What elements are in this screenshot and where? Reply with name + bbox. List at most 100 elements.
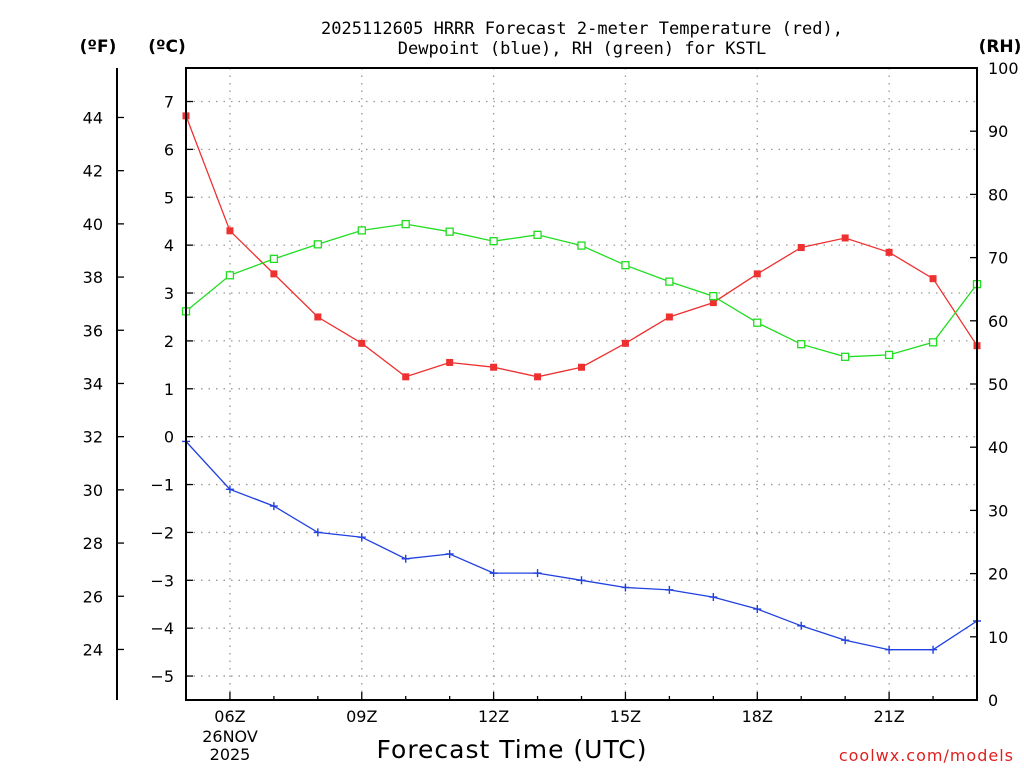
2-meter-temperature-point xyxy=(841,234,849,242)
date-label-year: 2025 xyxy=(210,745,251,764)
dewpoint-point xyxy=(885,645,894,654)
rh-point xyxy=(753,318,762,327)
rh-point xyxy=(313,240,322,249)
dewpoint-point xyxy=(709,593,718,602)
rh-unit-label: (RH) xyxy=(979,37,1022,57)
fahrenheit-tick-label: 34 xyxy=(83,374,103,393)
fahrenheit-tick-label: 32 xyxy=(83,428,103,447)
dewpoint-point xyxy=(445,549,454,558)
2-meter-temperature-point xyxy=(226,227,234,235)
rh-point xyxy=(665,277,674,286)
2-meter-temperature-point xyxy=(621,339,629,347)
rh-point xyxy=(357,226,366,235)
fahrenheit-tick-label: 24 xyxy=(83,640,103,659)
dewpoint-point xyxy=(313,528,322,537)
celsius-tick-label: 0 xyxy=(164,428,174,447)
2-meter-temperature-point xyxy=(490,363,498,371)
fahrenheit-tick-label: 26 xyxy=(83,587,103,606)
dewpoint-point xyxy=(621,583,630,592)
celsius-unit-label: (ºC) xyxy=(148,37,186,57)
x-tick-label: 06Z xyxy=(214,707,245,726)
celsius-tick-label: 5 xyxy=(164,188,174,207)
celsius-tick-label: −1 xyxy=(150,476,174,495)
rh-point xyxy=(928,338,938,347)
2-meter-temperature-point xyxy=(314,313,322,321)
dewpoint-point xyxy=(841,636,850,645)
rh-point xyxy=(533,230,542,239)
2-meter-temperature-point xyxy=(885,248,893,256)
dewpoint-line xyxy=(185,441,978,651)
fahrenheit-tick-label: 36 xyxy=(83,321,103,340)
chart-title-line1: 2025112605 HRRR Forecast 2-meter Tempera… xyxy=(321,19,843,39)
axes: −5−4−3−2−1012345672426283032343638404244… xyxy=(83,59,1019,726)
2-meter-temperature-point xyxy=(665,313,673,321)
rh-tick-label: 30 xyxy=(988,501,1008,520)
2-meter-temperature-point xyxy=(270,270,278,278)
celsius-tick-label: 6 xyxy=(164,140,174,159)
rh-point xyxy=(445,227,454,236)
celsius-tick-label: −4 xyxy=(150,619,174,638)
rh-tick-label: 40 xyxy=(988,438,1008,457)
celsius-tick-label: −2 xyxy=(150,523,174,542)
fahrenheit-tick-label: 44 xyxy=(83,108,103,127)
fahrenheit-tick-label: 28 xyxy=(83,534,103,553)
fahrenheit-unit-label: (ºF) xyxy=(80,37,117,57)
x-axis-title: Forecast Time (UTC) xyxy=(377,735,648,764)
celsius-tick-label: −3 xyxy=(150,571,174,590)
rh-tick-label: 70 xyxy=(988,249,1008,268)
dewpoint-point xyxy=(929,645,938,654)
x-tick-label: 21Z xyxy=(873,707,904,726)
series-layer xyxy=(181,112,982,654)
rh-point xyxy=(489,237,498,246)
x-tick-label: 12Z xyxy=(478,707,509,726)
rh-point xyxy=(401,219,410,229)
celsius-tick-label: 1 xyxy=(164,380,174,399)
rh-point xyxy=(709,292,718,301)
rh-tick-label: 20 xyxy=(988,565,1008,584)
dewpoint-point xyxy=(357,533,366,542)
plot-frame xyxy=(185,67,978,701)
rh-tick-label: 90 xyxy=(988,122,1008,141)
fahrenheit-tick-label: 40 xyxy=(83,215,103,234)
date-label-day: 26NOV xyxy=(202,727,258,746)
dewpoint-point xyxy=(665,585,674,594)
rh-point xyxy=(841,352,850,361)
x-tick-label: 09Z xyxy=(346,707,377,726)
dewpoint-point xyxy=(489,569,498,578)
credit-text: coolwx.com/models xyxy=(839,746,1014,765)
rh-tick-label: 10 xyxy=(988,628,1008,647)
2-meter-temperature-point xyxy=(358,339,366,347)
2-meter-temperature-point xyxy=(446,358,454,366)
dewpoint-point xyxy=(533,569,542,578)
rh-tick-label: 60 xyxy=(988,312,1008,331)
celsius-tick-label: 2 xyxy=(164,332,174,351)
dewpoint-point xyxy=(401,554,410,563)
celsius-tick-label: −5 xyxy=(150,667,174,686)
2-meter-temperature-point xyxy=(929,275,937,283)
2-meter-temperature-point xyxy=(402,373,410,381)
celsius-tick-label: 3 xyxy=(164,284,174,303)
x-tick-label: 15Z xyxy=(610,707,641,726)
2-meter-temperature-point xyxy=(753,270,761,278)
rh-point xyxy=(269,254,279,264)
dewpoint-point xyxy=(577,576,586,585)
fahrenheit-tick-label: 38 xyxy=(83,268,103,287)
rh-point xyxy=(577,241,586,250)
dewpoint-point xyxy=(269,502,278,511)
celsius-tick-label: 7 xyxy=(164,93,174,112)
celsius-tick-label: 4 xyxy=(164,236,174,255)
rh-point xyxy=(884,350,894,360)
rh-point xyxy=(621,261,630,270)
2-meter-temperature-point xyxy=(709,299,717,307)
x-tick-label: 18Z xyxy=(742,707,773,726)
fahrenheit-tick-label: 42 xyxy=(83,162,103,181)
fahrenheit-tick-label: 30 xyxy=(83,481,103,500)
chart-title-line2: Dewpoint (blue), RH (green) for KSTL xyxy=(398,39,766,59)
2-meter-temperature-point xyxy=(534,373,542,381)
dewpoint-point xyxy=(753,605,762,614)
rh-tick-label: 80 xyxy=(988,185,1008,204)
rh-tick-label: 100 xyxy=(988,59,1019,78)
rh-tick-label: 0 xyxy=(988,691,998,710)
rh-point xyxy=(225,271,235,280)
